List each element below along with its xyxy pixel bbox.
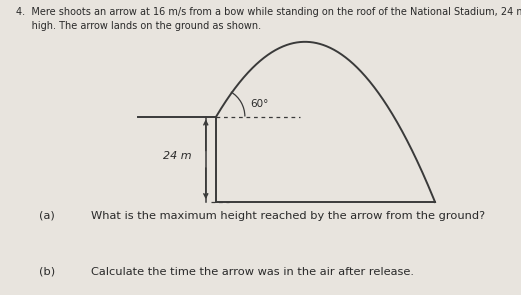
Text: What is the maximum height reached by the arrow from the ground?: What is the maximum height reached by th…: [91, 211, 485, 221]
Text: 60°: 60°: [250, 99, 268, 109]
Text: (b): (b): [39, 267, 55, 277]
Text: high. The arrow lands on the ground as shown.: high. The arrow lands on the ground as s…: [16, 21, 260, 31]
Text: Calculate the time the arrow was in the air after release.: Calculate the time the arrow was in the …: [91, 267, 414, 277]
Text: (a): (a): [39, 211, 55, 221]
Text: 4.  Mere shoots an arrow at 16 m/s from a bow while standing on the roof of the : 4. Mere shoots an arrow at 16 m/s from a…: [16, 7, 521, 17]
Text: 24 m: 24 m: [163, 151, 191, 161]
